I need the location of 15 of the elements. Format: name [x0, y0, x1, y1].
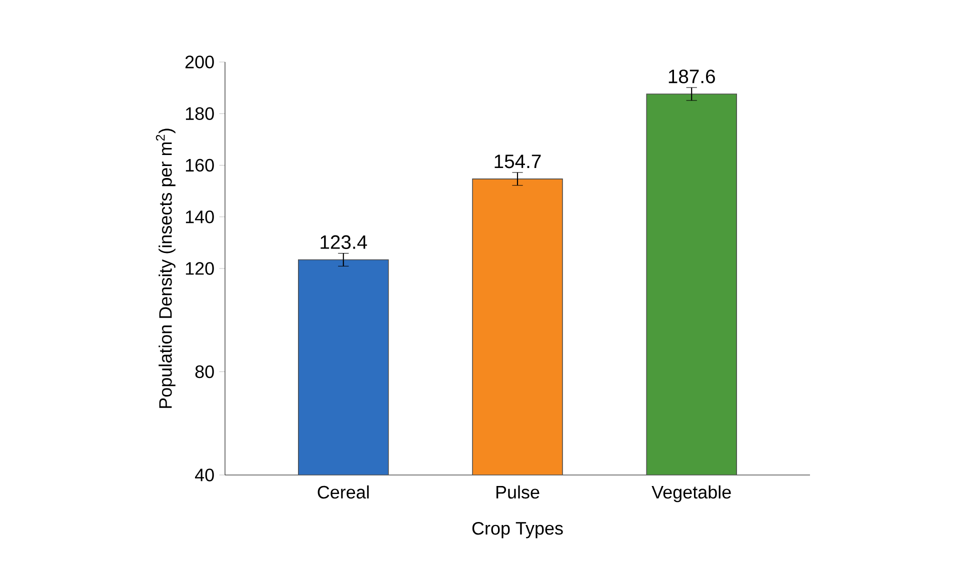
x-tick-label: Vegetable [652, 485, 731, 502]
x-axis-title: Crop Types [472, 522, 563, 538]
data-label: 154.7 [494, 154, 541, 168]
y-tick-label: 120 [186, 262, 214, 275]
data-label: 123.4 [320, 235, 368, 249]
data-label: 187.6 [668, 70, 715, 84]
y-tick-label: 160 [186, 158, 214, 172]
y-axis-title: Population Density (insects per m$^{2}$) [156, 128, 176, 408]
y-tick-label: 180 [186, 107, 214, 120]
y-tick-label: 40 [195, 468, 214, 482]
y-tick-label: 140 [186, 210, 214, 224]
y-tick-label: 80 [195, 365, 214, 378]
x-tick-label: Pulse [496, 485, 540, 499]
x-tick-label: Cereal [318, 485, 369, 499]
y-tick-label: 200 [185, 56, 214, 68]
